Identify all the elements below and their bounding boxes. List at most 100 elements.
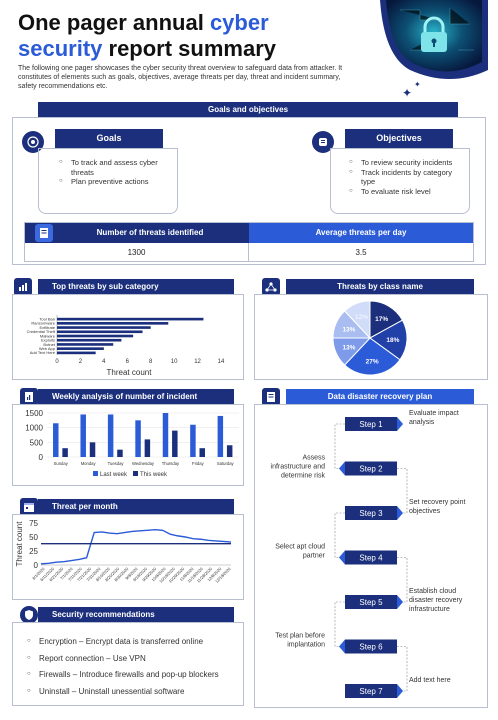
step-label: Step 3 xyxy=(359,509,383,518)
step-box xyxy=(345,506,397,520)
sparkle-icon: ✦ xyxy=(414,80,421,89)
report-icon xyxy=(20,388,38,406)
step-note: Test plan before xyxy=(275,633,325,640)
tick-label: Malware xyxy=(40,333,56,338)
bar xyxy=(57,343,114,346)
metrics-table: Number of threats identified Average thr… xyxy=(24,222,474,262)
list-item: Report connection – Use VPN xyxy=(27,654,243,664)
goals-box: To track and assess cyber threats Plan p… xyxy=(38,148,178,214)
goals-label: Goals xyxy=(55,129,163,148)
tick-label: Wednesday xyxy=(132,461,155,466)
page-title: One pager annual cyber security report s… xyxy=(18,10,277,61)
slice-label: 13% xyxy=(342,326,355,333)
list-item: Track incidents by category type xyxy=(349,168,463,187)
objectives-list: To review security incidents Track incid… xyxy=(349,158,463,196)
step-note: Assess xyxy=(302,455,325,462)
tick-label: Exploits xyxy=(41,338,55,343)
target-icon xyxy=(22,131,44,153)
step-note: disaster recovery xyxy=(409,597,463,604)
tick-label: Friday xyxy=(192,461,205,466)
pie-slice xyxy=(343,300,371,340)
bar xyxy=(107,414,114,457)
connector xyxy=(397,557,408,603)
threats-by-class-panel: 17% 18% 27% 13% 13% 12% xyxy=(254,294,488,380)
x-axis-label: Threat count xyxy=(107,368,153,377)
tick-label: Ransomware xyxy=(31,321,55,326)
step-label: Step 1 xyxy=(359,420,383,429)
weekly-panel: 0 500 1000 1500 Sunday Monday Tuesday Wednesday… xyxy=(12,404,244,486)
step-arrow xyxy=(339,550,345,565)
tick-label: 1500 xyxy=(25,409,43,418)
step-arrow xyxy=(397,417,403,431)
bar xyxy=(199,448,205,457)
legend-label: This week xyxy=(140,472,168,478)
tick-label: Sunday xyxy=(54,461,69,466)
bar xyxy=(135,420,141,457)
list-item: To review security incidents xyxy=(349,158,463,168)
step-note: objectives xyxy=(409,508,441,515)
tick-label: 8 xyxy=(149,359,153,365)
threat-per-month-header: Threat per month xyxy=(38,499,234,514)
list-item: Uninstall – Uninstall unessential softwa… xyxy=(27,687,243,697)
document-icon xyxy=(262,388,280,406)
legend-swatch xyxy=(133,471,138,476)
tick-label: 500 xyxy=(30,438,44,447)
step-box xyxy=(345,595,397,609)
tick-label: 4 xyxy=(102,359,106,365)
pie-slice xyxy=(343,337,401,376)
bar xyxy=(62,448,68,457)
step-note: Add text here xyxy=(409,677,451,684)
bar xyxy=(190,424,196,457)
bar xyxy=(162,413,169,457)
list-item: Encryption – Encrypt data is transferred… xyxy=(27,637,243,647)
slice-label: 12% xyxy=(355,314,368,321)
bar xyxy=(53,423,59,457)
step-note: implantation xyxy=(287,642,325,649)
bar xyxy=(57,351,96,355)
network-icon xyxy=(262,278,280,296)
step-label: Step 4 xyxy=(359,554,383,563)
pie-slice xyxy=(369,319,408,361)
bar xyxy=(57,338,122,342)
tick-label: 0 xyxy=(55,359,59,365)
bar xyxy=(57,326,151,329)
objectives-label: Objectives xyxy=(345,129,453,148)
threats-by-class-chart: 17%18%27%13%13%12% xyxy=(332,300,408,376)
y-axis-label: Threat count xyxy=(15,521,24,567)
step-box xyxy=(345,417,397,431)
step-note: infrastructure and xyxy=(271,464,326,471)
recovery-steps-diagram: Step 1 Evaluate impact analysis Step 2 Asses… xyxy=(271,410,465,698)
step-note: Establish cloud xyxy=(409,588,456,595)
tick-label: Exfiltrate xyxy=(39,325,55,330)
metric-label-threats: Number of threats identified xyxy=(96,228,204,237)
bar xyxy=(57,334,134,338)
bar xyxy=(57,347,104,350)
tick-label: Tool Ban xyxy=(39,316,55,321)
weekly-header: Weekly analysis of number of incident xyxy=(38,389,234,404)
step-arrow xyxy=(339,461,345,476)
recommendations-header: Security recommendations xyxy=(38,607,234,622)
list-item: Plan preventive actions xyxy=(59,177,171,187)
step-arrow xyxy=(397,684,403,698)
recommendations-panel: Encryption – Encrypt data is transferred… xyxy=(12,622,244,706)
goals-objectives-header: Goals and objectives xyxy=(38,102,458,117)
tick-label: 0 xyxy=(39,453,44,462)
tick-label: 6 xyxy=(126,359,130,365)
shield-icon xyxy=(20,606,38,624)
step-label: Step 2 xyxy=(359,465,383,474)
bar xyxy=(89,442,96,457)
step-box xyxy=(345,684,397,698)
bar xyxy=(57,317,204,321)
step-box xyxy=(345,461,397,476)
chart-icon xyxy=(14,278,32,296)
tick-label: Saturday xyxy=(217,461,235,466)
slice-label: 17% xyxy=(375,316,388,323)
step-label: Step 7 xyxy=(359,687,383,696)
metric-label-average: Average threats per day xyxy=(315,228,407,237)
step-note: partner xyxy=(303,553,326,560)
tick-label: Monday xyxy=(81,461,97,466)
step-arrow xyxy=(339,639,345,654)
step-box xyxy=(345,550,397,565)
